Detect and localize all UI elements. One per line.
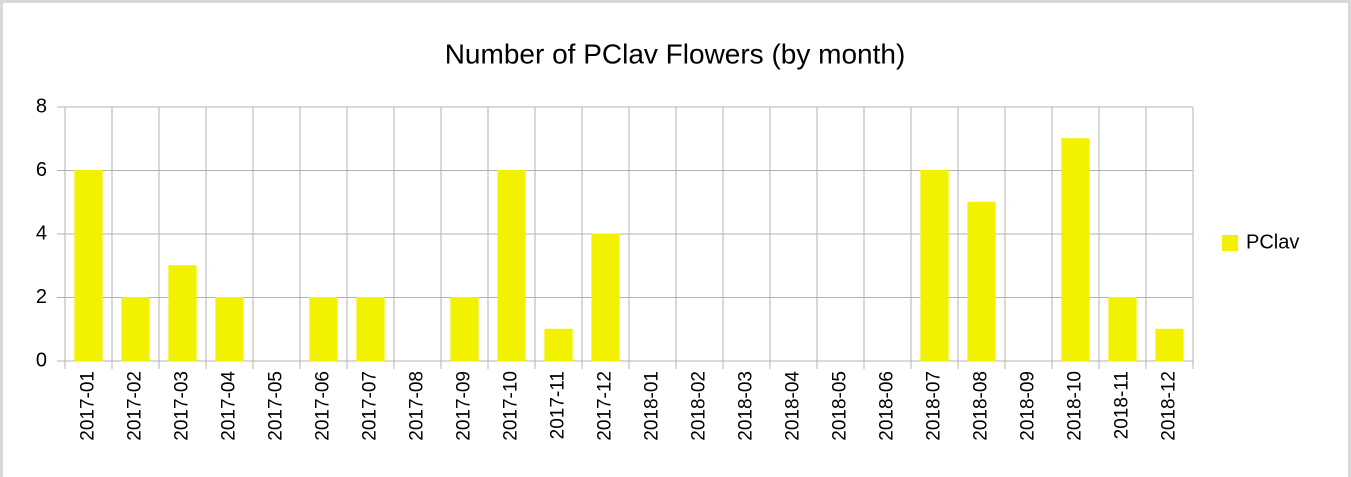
bar: [1108, 297, 1137, 362]
bar: [356, 297, 385, 362]
x-tick-label: 2017-09: [454, 371, 475, 441]
bar: [591, 233, 620, 362]
y-tick-label: 2: [36, 286, 47, 308]
x-tick-label: 2018-07: [924, 371, 945, 441]
x-tick-label: 2018-10: [1065, 371, 1086, 441]
x-tick-label: 2018-09: [1018, 371, 1039, 441]
x-tick-label: 2017-08: [407, 371, 428, 441]
x-tick-label: 2017-04: [219, 371, 240, 441]
y-tick-label: 4: [36, 222, 47, 244]
x-tick-label: 2017-10: [501, 371, 522, 441]
bar: [215, 297, 244, 362]
bar: [497, 170, 526, 362]
x-tick-label: 2018-03: [736, 371, 757, 441]
x-tick-label: 2018-04: [783, 371, 804, 441]
bar: [920, 170, 949, 362]
bar: [74, 170, 103, 362]
x-tick-label: 2018-02: [689, 371, 710, 441]
x-tick-label: 2017-06: [313, 371, 334, 441]
x-tick-label: 2017-05: [266, 371, 287, 441]
bar: [121, 297, 150, 362]
bar: [450, 297, 479, 362]
bar: [1061, 138, 1090, 362]
bar: [967, 201, 996, 362]
x-tick-label: 2018-08: [971, 371, 992, 441]
y-tick-label: 0: [36, 349, 47, 371]
x-tick-label: 2018-12: [1159, 371, 1180, 441]
x-tick-label: 2018-05: [830, 371, 851, 441]
x-tick-label: 2017-01: [78, 371, 99, 441]
chart-title: Number of PClav Flowers (by month): [445, 38, 906, 69]
x-tick-label: 2017-12: [595, 371, 616, 441]
x-tick-label: 2017-02: [125, 371, 146, 441]
bar: [1155, 328, 1184, 362]
legend-label: PClav: [1246, 231, 1299, 253]
x-tick-label: 2018-06: [877, 371, 898, 441]
y-tick-label: 6: [36, 159, 47, 181]
bar: [168, 265, 197, 362]
x-tick-label: 2017-11: [548, 371, 569, 439]
bar: [309, 297, 338, 362]
x-tick-label: 2018-11: [1112, 371, 1133, 439]
y-tick-label: 8: [36, 95, 47, 117]
x-tick-label: 2017-03: [172, 371, 193, 441]
x-tick-label: 2018-01: [642, 371, 663, 441]
bar: [544, 328, 573, 362]
legend-swatch: [1222, 235, 1238, 251]
x-tick-label: 2017-07: [360, 371, 381, 441]
